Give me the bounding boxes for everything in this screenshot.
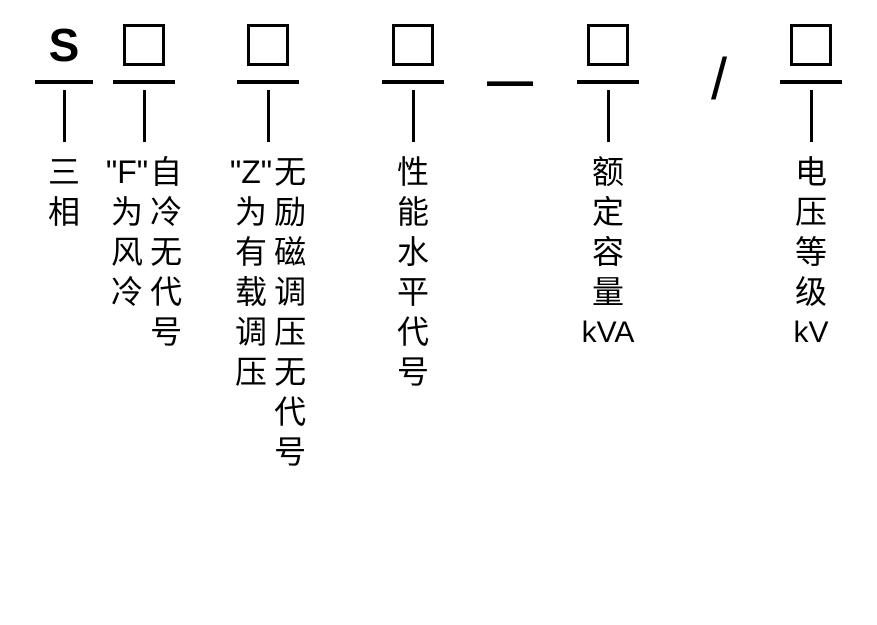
label-text: 电压等级 — [795, 152, 827, 312]
underline — [237, 80, 299, 84]
underline — [382, 80, 444, 84]
connector-line — [267, 90, 270, 142]
underline — [113, 80, 175, 84]
label-text: 三相 — [48, 152, 80, 232]
slot-s: S — [30, 18, 98, 142]
connector-line — [143, 90, 146, 142]
placeholder-box — [123, 24, 165, 66]
slot-symbol-capacity — [587, 18, 629, 72]
slot-symbol-s: S — [49, 18, 80, 72]
placeholder-box — [790, 24, 832, 66]
dash-separator: — — [480, 53, 540, 107]
underline — [35, 80, 93, 84]
slot-perf — [346, 18, 480, 142]
placeholder-box — [247, 24, 289, 66]
slot-symbol-cooling — [123, 18, 165, 72]
connector-line — [607, 90, 610, 142]
label-text: 无励磁调压无代号 — [274, 152, 306, 472]
label-capacity: 额定容量kVA — [540, 152, 676, 352]
label-text: "F"为风冷 — [106, 152, 148, 352]
slot-capacity — [540, 18, 676, 142]
underline — [780, 80, 842, 84]
connector-line — [412, 90, 415, 142]
label-text: "Z"为有载调压 — [230, 152, 272, 472]
label-cooling: "F"为风冷自冷无代号 — [98, 152, 190, 352]
unit-label: kV — [793, 314, 828, 352]
connector-line — [63, 90, 66, 142]
slash-separator: / — [676, 53, 762, 107]
placeholder-box — [392, 24, 434, 66]
unit-label: kVA — [582, 314, 635, 352]
slot-tap — [190, 18, 346, 142]
connector-line — [810, 90, 813, 142]
label-text: 额定容量 — [592, 152, 624, 312]
placeholder-box — [587, 24, 629, 66]
slot-cooling — [98, 18, 190, 142]
label-tap: "Z"为有载调压无励磁调压无代号 — [190, 152, 346, 472]
slot-symbol-tap — [247, 18, 289, 72]
label-text: 自冷无代号 — [150, 152, 182, 352]
underline — [577, 80, 639, 84]
label-text: 性能水平代号 — [397, 152, 429, 392]
slot-symbol-voltage — [790, 18, 832, 72]
slot-voltage — [762, 18, 860, 142]
label-s: 三相 — [30, 152, 98, 232]
label-voltage: 电压等级kV — [762, 152, 860, 352]
slot-symbol-perf — [392, 18, 434, 72]
label-perf: 性能水平代号 — [346, 152, 480, 392]
